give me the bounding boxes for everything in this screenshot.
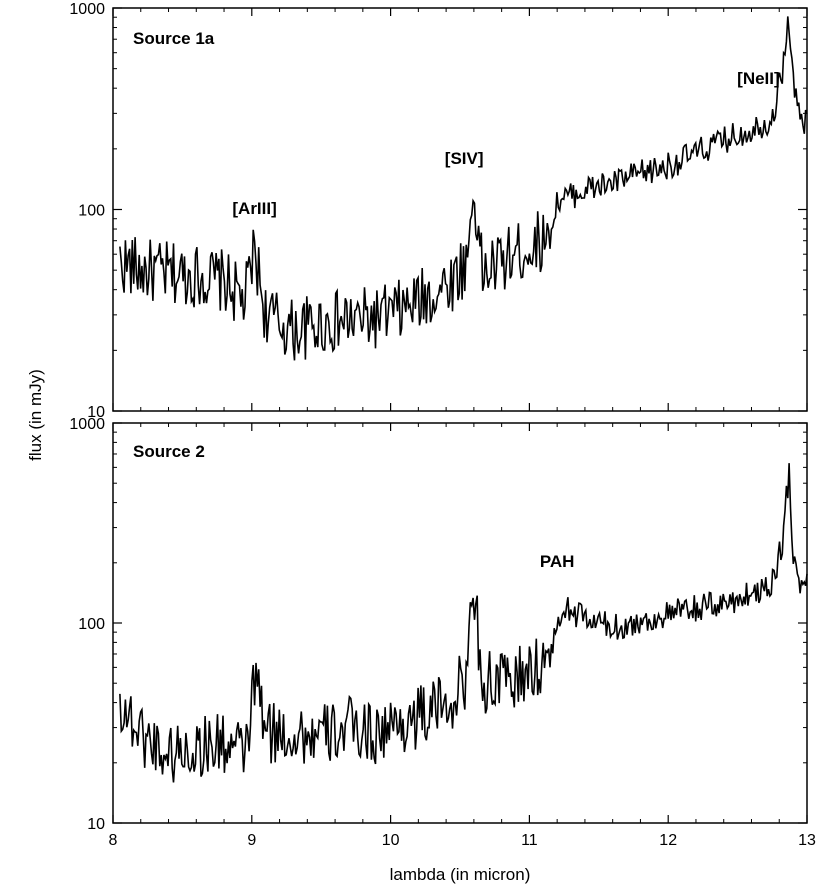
x-tick-label: 12 <box>659 832 677 849</box>
y-tick-label: 1000 <box>69 1 105 18</box>
panel-source-2: 8 9 10 11 12 13 10 100 1000 Source 2 PAH <box>69 416 816 849</box>
panel-1-series-line <box>119 16 808 361</box>
y-tick-label: 10 <box>87 404 105 421</box>
annotation-label: [NeII] <box>737 69 780 88</box>
panel-2-series-line <box>119 463 808 783</box>
x-axis-label: lambda (in micron) <box>390 865 531 884</box>
x-tick-label: 10 <box>382 832 400 849</box>
annotation-label: [SIV] <box>445 149 484 168</box>
y-axis-label: flux (in mJy) <box>26 369 45 461</box>
y-tick-label: 100 <box>78 203 105 220</box>
x-tick-label: 8 <box>109 832 118 849</box>
panel-1-ticks: 10 100 1000 <box>69 1 808 421</box>
panel-2-ticks: 8 9 10 11 12 13 10 100 1000 <box>69 416 816 849</box>
panel-2-frame <box>112 422 808 824</box>
annotation-label: PAH <box>540 552 575 571</box>
annotation-label: [ArIII] <box>232 199 276 218</box>
y-tick-label: 100 <box>78 616 105 633</box>
y-tick-label: 10 <box>87 816 105 833</box>
panel-1-frame <box>112 7 808 412</box>
x-tick-label: 11 <box>521 832 538 849</box>
x-tick-label: 9 <box>247 832 256 849</box>
panel-source-1a: 10 100 1000 Source 1a [ArIII] [SIV] [NeII] <box>69 1 808 421</box>
x-tick-label: 13 <box>798 832 816 849</box>
panel-2-label: Source 2 <box>133 442 205 461</box>
panel-1-label: Source 1a <box>133 29 215 48</box>
y-tick-label: 1000 <box>69 416 105 433</box>
